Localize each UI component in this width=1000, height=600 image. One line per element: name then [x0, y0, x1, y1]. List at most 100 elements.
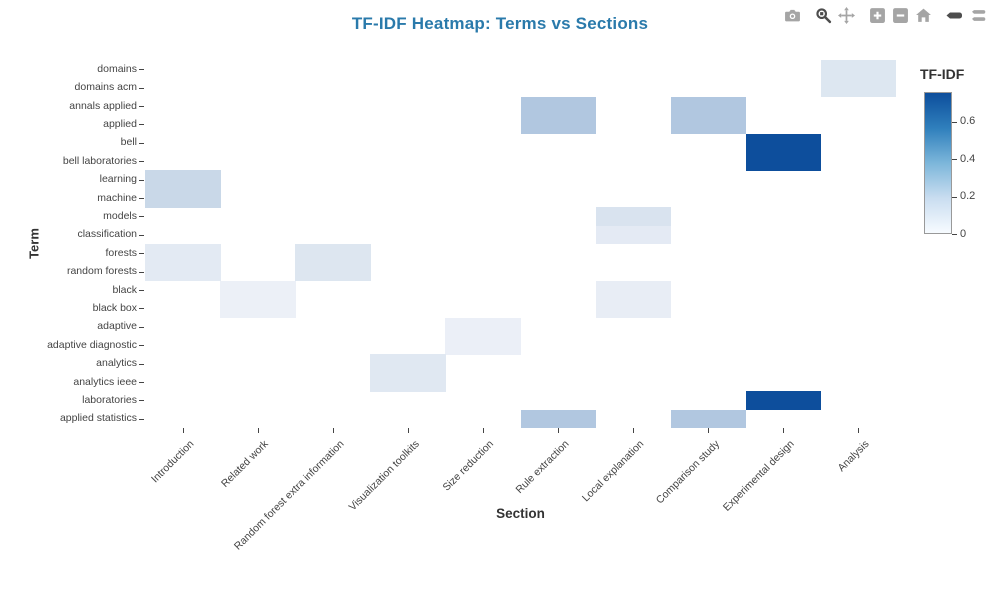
heatmap-cell[interactable]	[220, 280, 296, 300]
modebar-group	[868, 6, 932, 24]
y-tick-mark	[139, 106, 144, 107]
colorbar-gradient	[924, 92, 952, 234]
colorbar-tick-label: 0.2	[960, 190, 976, 203]
hover-compare-icon[interactable]	[968, 6, 986, 24]
y-axis-title: Term	[26, 228, 42, 259]
y-tick-mark	[139, 179, 144, 181]
heatmap-cell[interactable]	[745, 133, 822, 153]
heatmap-cell[interactable]	[820, 60, 897, 79]
y-tick-label: black	[112, 283, 137, 296]
y-tick-label: laboratories	[82, 393, 137, 406]
y-tick-label: models	[103, 209, 137, 222]
heatmap-cell[interactable]	[520, 409, 597, 429]
x-tick-mark	[257, 428, 259, 433]
heatmap-cell[interactable]	[220, 299, 296, 319]
y-tick-label: random forests	[66, 265, 137, 278]
y-tick-mark	[139, 69, 144, 71]
heatmap-cell[interactable]	[670, 96, 747, 116]
x-tick-mark	[182, 428, 184, 433]
heatmap-cell[interactable]	[445, 336, 521, 355]
x-tick-label: Comparison study	[653, 438, 722, 507]
zoom-in-icon[interactable]	[868, 6, 886, 24]
x-tick-label: Local explanation	[580, 438, 647, 505]
heatmap-cell[interactable]	[745, 391, 822, 411]
colorbar-tick-label: 0.4	[960, 152, 976, 165]
y-tick-mark	[139, 290, 144, 291]
modebar-group	[783, 6, 801, 24]
x-tick-mark	[558, 428, 560, 433]
x-tick-mark	[332, 428, 334, 433]
heatmap-cell[interactable]	[745, 152, 822, 171]
y-tick-mark	[139, 418, 144, 420]
zoom-out-icon[interactable]	[891, 6, 909, 24]
y-tick-label: domains	[97, 62, 137, 75]
heatmap-cell[interactable]	[370, 372, 446, 392]
y-tick-label: machine	[97, 191, 137, 204]
heatmap-cell[interactable]	[595, 207, 672, 227]
heatmap-cell[interactable]	[295, 262, 371, 282]
x-axis-title: Section	[496, 506, 545, 521]
heatmap-cell[interactable]	[670, 115, 747, 135]
modebar-group	[945, 6, 986, 24]
y-tick-mark	[139, 345, 144, 347]
y-tick-label: forests	[105, 246, 137, 259]
y-tick-label: bell laboratories	[62, 154, 137, 167]
x-tick-label: Size reduction	[440, 438, 497, 494]
y-tick-label: analytics ieee	[73, 375, 137, 388]
y-tick-mark	[139, 142, 144, 144]
y-tick-mark	[139, 124, 144, 126]
x-tick-mark	[783, 428, 785, 433]
y-tick-mark	[139, 308, 144, 310]
heatmap-cell[interactable]	[295, 244, 371, 263]
heatmap-cell[interactable]	[445, 317, 521, 337]
colorbar-title: TF-IDF	[920, 66, 965, 82]
heatmap-cell[interactable]	[145, 262, 221, 282]
x-tick-mark	[407, 428, 409, 433]
x-tick-mark	[708, 428, 710, 433]
x-tick-label: Introduction	[148, 438, 197, 486]
heatmap-cell[interactable]	[145, 188, 221, 208]
modebar	[770, 6, 986, 24]
heatmap-cell[interactable]	[595, 225, 672, 245]
y-tick-mark	[139, 400, 144, 402]
colorbar-tick-mark	[952, 159, 957, 161]
heatmap-cell[interactable]	[145, 244, 221, 263]
x-tick-label: Visualization toolkits	[346, 438, 422, 514]
colorbar-tick-label: 0.6	[960, 115, 976, 128]
home-icon[interactable]	[914, 6, 932, 24]
y-tick-mark	[139, 216, 144, 218]
pan-icon[interactable]	[837, 6, 855, 24]
y-tick-mark	[139, 253, 144, 255]
heatmap-cell[interactable]	[595, 299, 672, 319]
y-tick-mark	[139, 198, 144, 199]
y-tick-label: annals applied	[69, 99, 137, 112]
x-tick-mark	[633, 428, 635, 433]
heatmap-cell[interactable]	[670, 409, 747, 429]
heatmap-plot-area[interactable]	[145, 60, 897, 429]
x-tick-label: Analysis	[835, 438, 872, 475]
heatmap-cell[interactable]	[820, 78, 897, 98]
y-tick-mark	[139, 326, 144, 328]
y-tick-label: black box	[92, 301, 137, 314]
heatmap-cell[interactable]	[520, 115, 597, 135]
y-tick-label: analytics	[96, 357, 137, 370]
zoom-icon[interactable]	[814, 6, 832, 24]
y-tick-label: applied statistics	[59, 412, 137, 425]
heatmap-cell[interactable]	[595, 280, 672, 300]
x-tick-label: Experimental design	[721, 438, 797, 514]
heatmap-cell[interactable]	[520, 96, 597, 116]
camera-icon[interactable]	[783, 6, 801, 24]
colorbar-tick-label: 0	[960, 227, 967, 240]
heatmap-cell[interactable]	[145, 170, 221, 190]
y-tick-label: adaptive	[97, 320, 137, 333]
hover-closest-icon[interactable]	[945, 6, 963, 24]
y-tick-mark	[139, 271, 144, 273]
x-tick-label: Rule extraction	[513, 438, 572, 497]
y-tick-mark	[139, 382, 144, 383]
y-tick-label: applied	[103, 117, 137, 130]
y-tick-mark	[139, 234, 144, 236]
heatmap-cell[interactable]	[370, 354, 446, 374]
page-title: TF-IDF Heatmap: Terms vs Sections	[351, 14, 649, 33]
y-tick-label: adaptive diagnostic	[47, 338, 137, 351]
